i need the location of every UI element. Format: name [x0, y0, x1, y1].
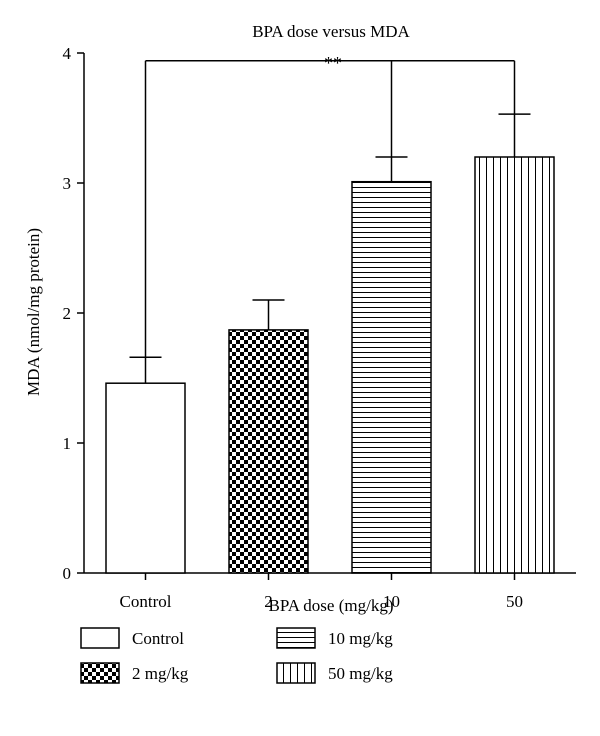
significance-label: **: [324, 53, 342, 73]
legend-label: Control: [132, 629, 184, 648]
y-tick-label: 4: [63, 44, 72, 63]
legend-label: 50 mg/kg: [328, 664, 393, 683]
plot-area: 0 1 2 3 4 Control 2 10 50 **: [63, 44, 576, 611]
legend-label: 2 mg/kg: [132, 664, 189, 683]
bar: [105, 382, 186, 574]
y-tick-label: 0: [63, 564, 72, 583]
y-tick-label: 1: [63, 434, 72, 453]
legend-label: 10 mg/kg: [328, 629, 393, 648]
y-axis-label: MDA (nmol/mg protein): [24, 228, 43, 396]
legend-swatch: [80, 662, 120, 684]
legend-swatch: [276, 627, 316, 649]
legend-swatch: [80, 627, 120, 649]
x-tick-label: 10: [383, 592, 400, 611]
y-tick-label: 2: [63, 304, 72, 323]
legend-swatch: [276, 662, 316, 684]
y-tick-label: 3: [63, 174, 72, 193]
x-tick-label: Control: [120, 592, 172, 611]
x-tick-label: 2: [264, 592, 273, 611]
bar: [474, 156, 555, 574]
legend: Control 10 mg/kg 2 mg/kg 50 mg/kg: [80, 627, 393, 684]
bar: [228, 329, 309, 574]
x-axis-label: BPA dose (mg/kg): [268, 596, 393, 615]
bar: [351, 180, 432, 574]
chart-title: BPA dose versus MDA: [252, 22, 410, 41]
x-tick-label: 50: [506, 592, 523, 611]
